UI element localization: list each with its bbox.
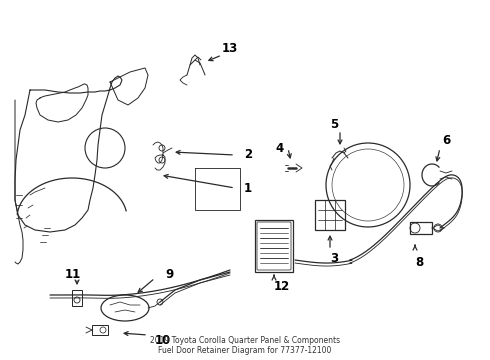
Text: 3: 3	[330, 252, 338, 265]
Bar	[410, 222, 432, 234]
Text: 12: 12	[274, 279, 290, 292]
Bar	[92, 325, 108, 335]
Bar	[72, 290, 82, 306]
Text: 13: 13	[222, 41, 238, 54]
Text: 11: 11	[65, 269, 81, 282]
Text: 1: 1	[244, 181, 252, 194]
Bar	[315, 200, 345, 230]
Text: 2: 2	[244, 148, 252, 162]
Text: 6: 6	[442, 134, 450, 147]
Text: 9: 9	[165, 269, 173, 282]
Text: 10: 10	[155, 333, 171, 346]
Bar	[255, 220, 293, 272]
Text: 4: 4	[275, 141, 283, 154]
Text: 2019 Toyota Corolla Quarter Panel & Components
Fuel Door Retainer Diagram for 77: 2019 Toyota Corolla Quarter Panel & Comp…	[150, 336, 340, 355]
Text: 8: 8	[415, 256, 423, 269]
Text: 5: 5	[330, 118, 338, 131]
